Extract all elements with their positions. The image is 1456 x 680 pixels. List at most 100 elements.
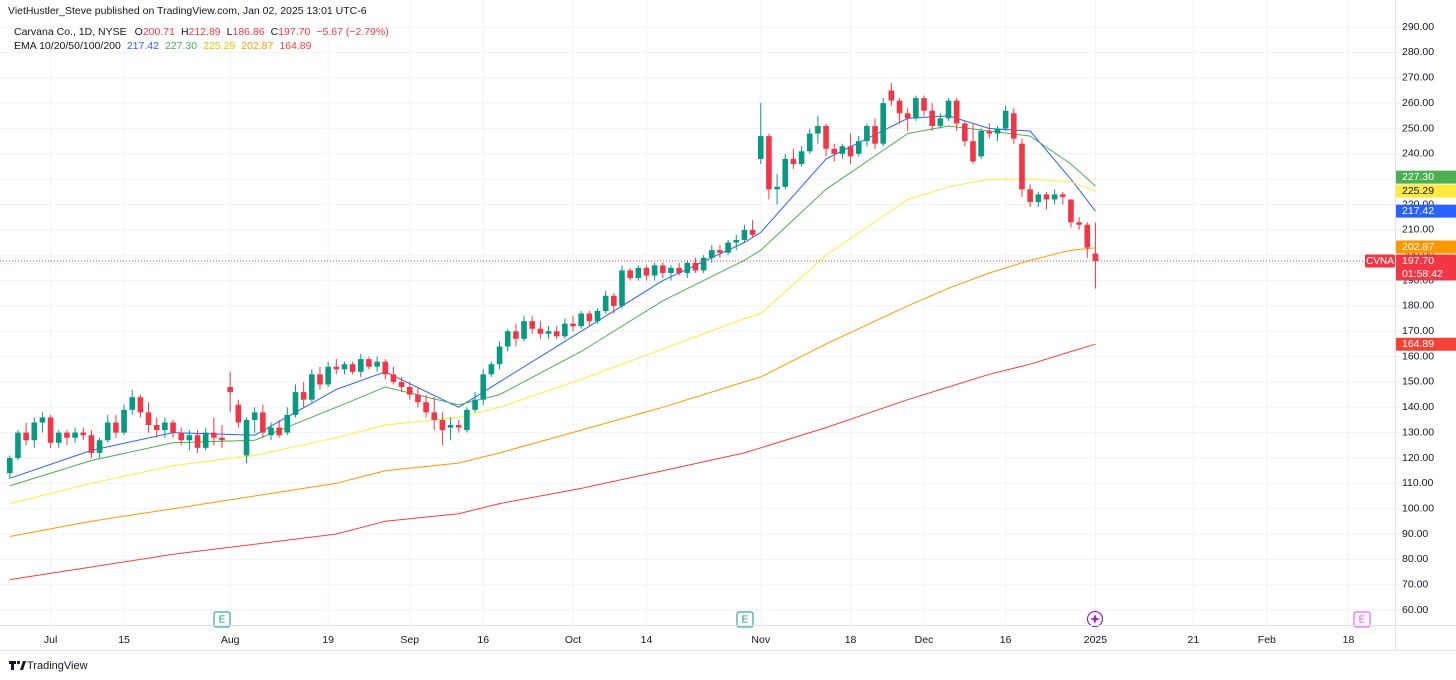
header: VietHustler_Steve published on TradingVi… xyxy=(8,5,389,52)
candle-body xyxy=(766,136,772,190)
symbol-legend: Carvana Co., 1D, NYSE O200.71 H212.89 L186.… xyxy=(14,26,389,38)
y-tick-label: 210.00 xyxy=(1402,224,1434,236)
candle-body xyxy=(692,262,699,271)
candle-body xyxy=(15,432,21,458)
candle-body xyxy=(978,131,984,157)
price-pill-label: 202.87 xyxy=(1402,241,1434,253)
candle-body xyxy=(251,412,258,420)
x-tick-label: Jul xyxy=(44,634,57,646)
candle-body xyxy=(888,90,895,101)
candle-body xyxy=(390,374,397,382)
candle-body xyxy=(423,402,429,413)
candle-body xyxy=(798,151,805,164)
candle-body xyxy=(635,267,642,279)
candle-body xyxy=(268,427,274,436)
ema-line xyxy=(9,178,1096,505)
candle-body xyxy=(668,267,674,273)
candle-body xyxy=(309,374,315,400)
candle-body xyxy=(945,100,952,119)
candle-body xyxy=(904,113,911,119)
candle-body xyxy=(243,419,250,456)
price-pill xyxy=(1396,254,1456,281)
y-tick-label: 250.00 xyxy=(1402,122,1434,134)
candle-body xyxy=(6,457,13,474)
candle-body xyxy=(480,374,487,400)
candle-body xyxy=(913,98,919,119)
x-tick-label: 2025 xyxy=(1084,634,1108,646)
candle-body xyxy=(953,100,960,124)
candle-body xyxy=(619,270,625,306)
candle-body xyxy=(88,435,95,453)
candle-body xyxy=(831,148,838,154)
y-tick-label: 70.00 xyxy=(1402,578,1428,590)
candle-body xyxy=(374,361,380,367)
candle-body xyxy=(1019,143,1025,190)
candle-body xyxy=(594,310,601,322)
candle-body xyxy=(300,392,307,400)
y-tick-label: 150.00 xyxy=(1402,376,1434,388)
candle-body xyxy=(72,432,78,438)
candle-body xyxy=(366,359,372,367)
ema-line xyxy=(9,247,1096,537)
candle-body xyxy=(415,394,421,403)
candle-body xyxy=(219,437,225,441)
candle-body xyxy=(962,123,968,142)
y-tick-label: 120.00 xyxy=(1402,452,1434,464)
candle-body xyxy=(398,381,405,388)
symbol-tag xyxy=(1365,254,1395,268)
price-pill xyxy=(1396,240,1456,254)
candle-body xyxy=(227,387,233,393)
candle-body xyxy=(284,414,291,433)
price-pill xyxy=(1396,170,1456,184)
candle-body xyxy=(700,257,707,271)
event-icon[interactable] xyxy=(736,611,754,628)
candle-body xyxy=(847,146,854,157)
indicator-value: 225.29 xyxy=(203,40,235,52)
event-label: E xyxy=(742,615,749,626)
price-pill-label: 217.42 xyxy=(1402,205,1434,217)
candle-body xyxy=(496,346,503,365)
event-icon[interactable] xyxy=(213,611,231,628)
y-tick-label: 140.00 xyxy=(1402,401,1434,413)
y-tick-label: 180.00 xyxy=(1402,300,1434,312)
y-tick-label: 240.00 xyxy=(1402,148,1434,160)
x-tick-label: Dec xyxy=(915,634,934,646)
ohlc-prefix: L xyxy=(227,26,233,38)
countdown: 01:58:42 xyxy=(1402,268,1443,280)
candle-body xyxy=(431,412,438,420)
indicator-value: 217.42 xyxy=(127,40,159,52)
x-tick-label: Feb xyxy=(1258,634,1276,646)
indicator-legend: EMA 10/20/50/100/200 217.42 227.30 225.29 20… xyxy=(14,40,312,52)
candle-body xyxy=(325,366,331,385)
candle-body xyxy=(806,133,813,152)
candle-body xyxy=(357,359,364,372)
plot xyxy=(0,82,1395,581)
candle-body xyxy=(921,98,927,111)
price-pill xyxy=(1396,184,1456,198)
candle-body xyxy=(553,331,560,337)
candle-body xyxy=(521,321,527,339)
candle-body xyxy=(529,321,536,329)
footer-text: TradingView xyxy=(27,660,88,672)
candle-body xyxy=(880,103,887,144)
y-tick-label: 170.00 xyxy=(1402,325,1434,337)
candle-body xyxy=(406,387,413,395)
ohlc-prefix: C xyxy=(271,26,279,38)
x-tick-label: Nov xyxy=(751,634,770,646)
candle-body xyxy=(757,136,764,159)
event-label: E xyxy=(1359,615,1366,626)
candle-body xyxy=(774,186,780,190)
price-pill xyxy=(1396,204,1456,218)
candle-body xyxy=(55,432,62,443)
x-tick-label: 18 xyxy=(1343,634,1355,646)
candle-body xyxy=(651,265,658,276)
candle-body xyxy=(839,146,846,154)
ohlc-value: 200.71 xyxy=(143,26,175,38)
candle-body xyxy=(64,432,70,438)
event-label: E xyxy=(219,615,226,626)
candle-body xyxy=(129,397,136,410)
candle-body xyxy=(1043,194,1050,200)
price-pill-label: 225.29 xyxy=(1402,185,1434,197)
candle-body xyxy=(733,240,740,243)
event-icon[interactable] xyxy=(1353,611,1371,628)
